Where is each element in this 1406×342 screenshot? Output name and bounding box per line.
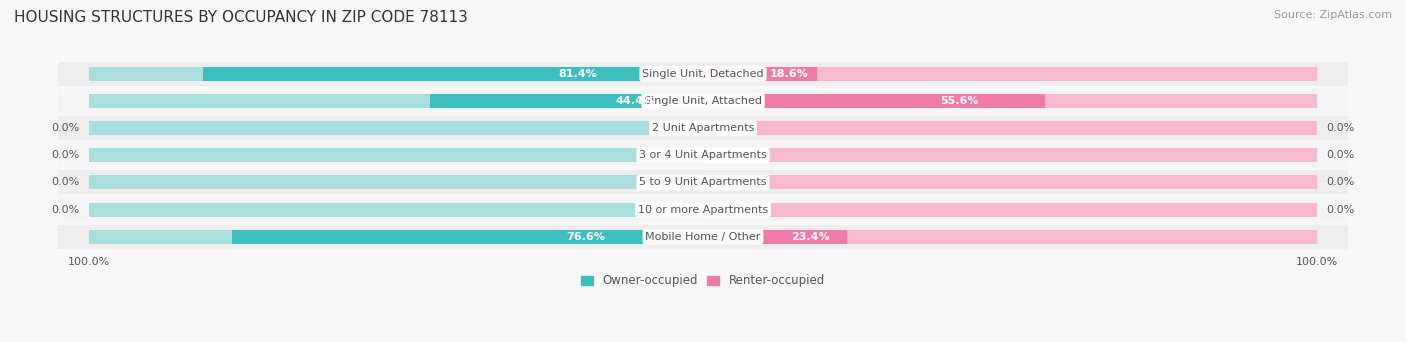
Bar	[703, 67, 817, 81]
Text: 23.4%: 23.4%	[792, 232, 830, 242]
Text: 3 or 4 Unit Apartments: 3 or 4 Unit Apartments	[640, 150, 766, 160]
Bar	[703, 148, 1317, 162]
Bar	[703, 94, 1045, 108]
Text: 18.6%: 18.6%	[769, 69, 808, 79]
Bar	[703, 230, 846, 244]
Legend: Owner-occupied, Renter-occupied: Owner-occupied, Renter-occupied	[576, 270, 830, 292]
Bar	[703, 121, 1317, 135]
Bar	[703, 230, 1317, 244]
Bar	[703, 94, 1317, 108]
Bar	[58, 225, 1348, 249]
Text: 0.0%: 0.0%	[51, 150, 80, 160]
Text: Single Unit, Detached: Single Unit, Detached	[643, 69, 763, 79]
Bar	[89, 94, 703, 108]
Bar	[89, 230, 703, 244]
Bar	[703, 67, 1317, 81]
Bar	[89, 121, 703, 135]
Text: 44.4%: 44.4%	[616, 96, 654, 106]
Bar	[89, 67, 703, 81]
Bar	[89, 175, 703, 189]
Bar	[58, 62, 1348, 86]
Text: Source: ZipAtlas.com: Source: ZipAtlas.com	[1274, 10, 1392, 20]
Bar	[89, 202, 703, 217]
Text: 76.6%: 76.6%	[567, 232, 605, 242]
Bar	[58, 170, 1348, 194]
Bar	[703, 175, 1317, 189]
Text: 0.0%: 0.0%	[51, 123, 80, 133]
Text: 0.0%: 0.0%	[51, 205, 80, 214]
Bar	[232, 230, 703, 244]
Bar	[703, 202, 1317, 217]
Text: HOUSING STRUCTURES BY OCCUPANCY IN ZIP CODE 78113: HOUSING STRUCTURES BY OCCUPANCY IN ZIP C…	[14, 10, 468, 25]
Text: 81.4%: 81.4%	[558, 69, 598, 79]
Bar	[58, 89, 1348, 113]
Text: 0.0%: 0.0%	[1326, 123, 1355, 133]
Bar	[58, 116, 1348, 140]
Text: Single Unit, Attached: Single Unit, Attached	[644, 96, 762, 106]
Text: 0.0%: 0.0%	[51, 177, 80, 187]
Text: 0.0%: 0.0%	[1326, 150, 1355, 160]
Bar	[202, 67, 703, 81]
Text: 55.6%: 55.6%	[939, 96, 979, 106]
Text: 10 or more Apartments: 10 or more Apartments	[638, 205, 768, 214]
Text: 0.0%: 0.0%	[1326, 177, 1355, 187]
Text: 5 to 9 Unit Apartments: 5 to 9 Unit Apartments	[640, 177, 766, 187]
Text: Mobile Home / Other: Mobile Home / Other	[645, 232, 761, 242]
Bar	[89, 148, 703, 162]
Bar	[58, 143, 1348, 167]
Text: 2 Unit Apartments: 2 Unit Apartments	[652, 123, 754, 133]
Bar	[430, 94, 703, 108]
Bar	[58, 198, 1348, 222]
Text: 0.0%: 0.0%	[1326, 205, 1355, 214]
